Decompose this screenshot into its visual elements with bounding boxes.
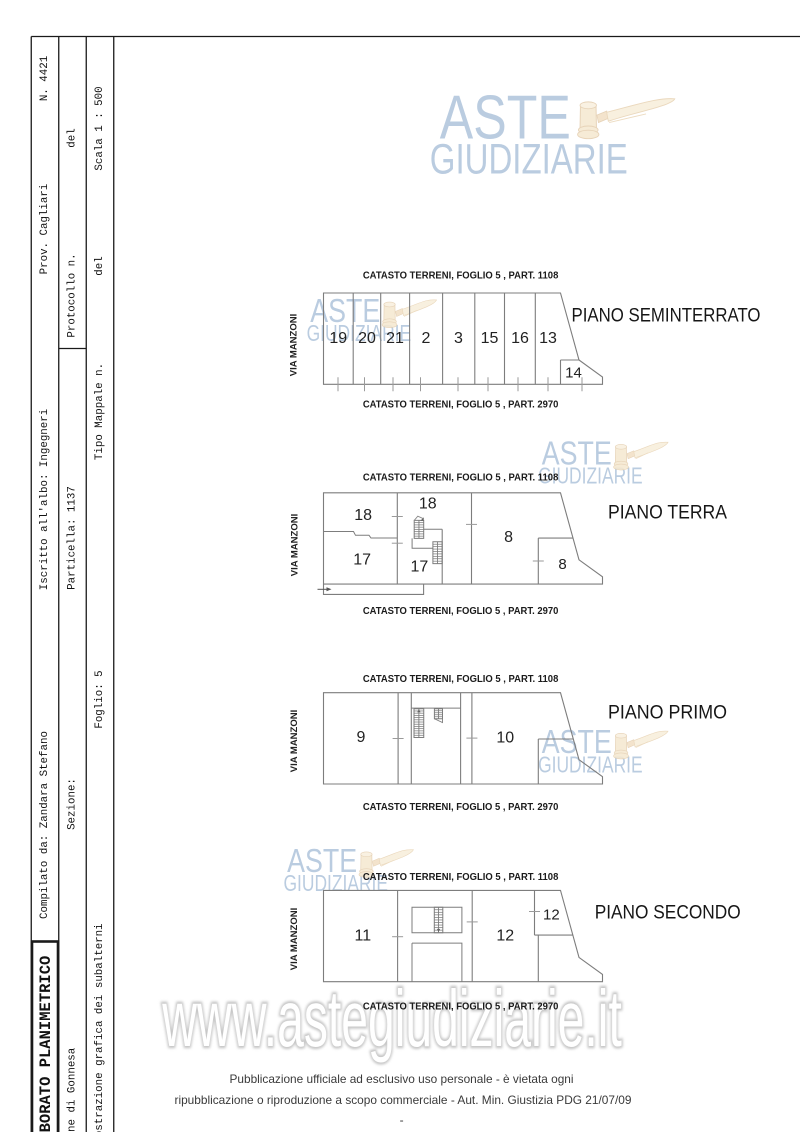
svg-text:16: 16 [511,330,529,347]
svg-text:ripubblicazione o riproduzione: ripubblicazione o riproduzione a scopo c… [175,1093,632,1107]
svg-text:Compilato da: Zandara Stefano: Compilato da: Zandara Stefano [39,731,51,919]
svg-text:-: - [400,1113,404,1127]
svg-text:del: del [67,128,79,147]
svg-text:13: 13 [539,330,557,347]
svg-text:Scala 1 : 500: Scala 1 : 500 [94,86,106,170]
svg-text:PIANO TERRA: PIANO TERRA [608,502,727,523]
svg-text:CATASTO TERRENI, FOGLIO 5 , PA: CATASTO TERRENI, FOGLIO 5 , PART. 2970 [363,801,559,813]
svg-text:17: 17 [411,559,429,576]
svg-text:Tipo Mappale n.: Tipo Mappale n. [94,363,106,460]
svg-text:2: 2 [422,330,431,347]
svg-text:8: 8 [558,556,566,573]
svg-text:Sezione:: Sezione: [67,778,79,830]
svg-text:Pubblicazione ufficiale ad esc: Pubblicazione ufficiale ad esclusivo uso… [230,1072,574,1086]
svg-text:CATASTO TERRENI, FOGLIO 5 , PA: CATASTO TERRENI, FOGLIO 5 , PART. 1108 [363,871,559,883]
svg-text:19: 19 [329,330,347,347]
svg-text:PIANO SECONDO: PIANO SECONDO [595,903,741,924]
svg-text:N. 4421: N. 4421 [39,56,51,101]
svg-text:PIANO SEMINTERRATO: PIANO SEMINTERRATO [572,306,761,327]
svg-text:ELABORATO PLANIMETRICO: ELABORATO PLANIMETRICO [37,956,55,1132]
svg-text:12: 12 [543,906,560,923]
svg-text:Protocollo n.: Protocollo n. [67,253,79,337]
svg-text:21: 21 [386,330,404,347]
svg-text:8: 8 [504,529,513,546]
svg-text:VIA MANZONI: VIA MANZONI [289,314,300,376]
svg-text:VIA MANZONI: VIA MANZONI [289,908,300,970]
svg-text:Particella: 1137: Particella: 1137 [67,486,79,590]
svg-text:VIA MANZONI: VIA MANZONI [289,710,300,772]
svg-text:CATASTO TERRENI, FOGLIO 5 , PA: CATASTO TERRENI, FOGLIO 5 , PART. 1108 [363,270,559,282]
svg-text:Iscritto all'albo: Ingegneri: Iscritto all'albo: Ingegneri [39,409,51,590]
svg-text:18: 18 [354,507,372,524]
svg-text:Prov. Cagliari: Prov. Cagliari [39,184,51,275]
svg-text:VIA MANZONI: VIA MANZONI [289,514,300,576]
svg-text:CATASTO TERRENI, FOGLIO 5 , PA: CATASTO TERRENI, FOGLIO 5 , PART. 1108 [363,472,559,484]
svg-text:10: 10 [496,730,514,747]
svg-text:www.astegiudiziarie.it: www.astegiudiziarie.it [162,974,622,1063]
svg-text:CATASTO TERRENI, FOGLIO 5 , PA: CATASTO TERRENI, FOGLIO 5 , PART. 2970 [363,605,559,617]
svg-text:ASTE: ASTE [440,83,571,153]
svg-text:PIANO PRIMO: PIANO PRIMO [608,703,727,724]
svg-text:9: 9 [357,729,366,746]
svg-text:Dimostrazione grafica dei suba: Dimostrazione grafica dei subalterni [94,923,106,1132]
svg-text:Comune di Gonnesa: Comune di Gonnesa [67,1047,79,1132]
svg-text:12: 12 [496,928,514,945]
svg-text:CATASTO TERRENI, FOGLIO 5 , PA: CATASTO TERRENI, FOGLIO 5 , PART. 2970 [363,398,559,410]
svg-text:18: 18 [419,495,437,512]
svg-text:15: 15 [481,330,499,347]
svg-text:del: del [94,256,106,275]
svg-text:3: 3 [454,330,463,347]
svg-text:17: 17 [353,551,371,568]
svg-text:Foglio: 5: Foglio: 5 [94,670,106,728]
svg-text:GIUDIZIARIE: GIUDIZIARIE [430,136,628,183]
svg-text:www.astegiudiziarie.it: www.astegiudiziarie.it [162,974,622,1063]
svg-text:14: 14 [565,364,582,381]
svg-text:11: 11 [354,928,371,945]
svg-text:CATASTO TERRENI, FOGLIO 5 , PA: CATASTO TERRENI, FOGLIO 5 , PART. 1108 [363,673,559,685]
svg-text:CATASTO TERRENI, FOGLIO 5 , PA: CATASTO TERRENI, FOGLIO 5 , PART. 2970 [363,1001,559,1013]
svg-text:20: 20 [358,330,376,347]
